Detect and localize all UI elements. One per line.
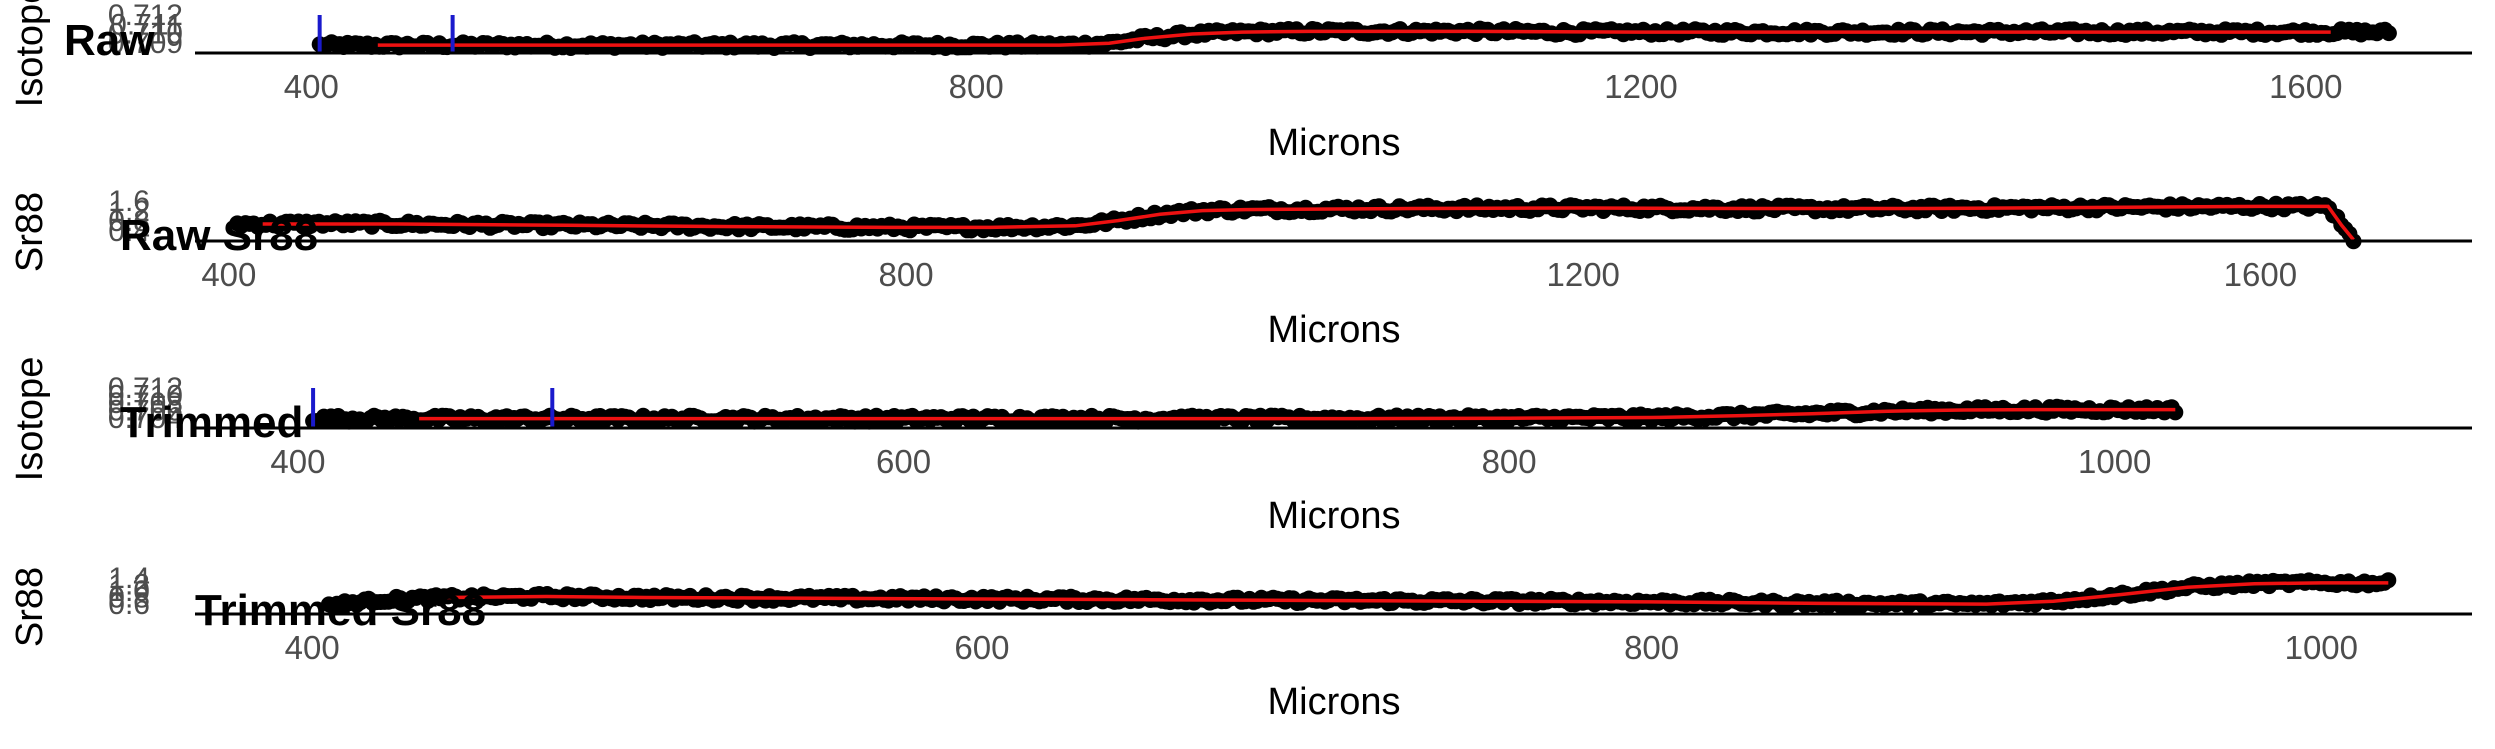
marker-lines-layer xyxy=(311,388,555,428)
panel-title: Raw Sr88 xyxy=(120,211,318,260)
panel-title: Trimmed xyxy=(120,398,303,447)
data-point xyxy=(2380,572,2397,589)
fit-line xyxy=(262,204,2355,241)
y-tick-label: 0.711 xyxy=(110,8,183,41)
fit-line xyxy=(419,407,2176,421)
y-tick-label: 0.708 xyxy=(108,387,183,420)
y-axis-label: Sr88 xyxy=(9,567,51,647)
y-tick-label: 0.6 xyxy=(108,588,150,621)
panel-trimmed-sr88: 400 600 800 1000 1.41.21.00.80.6 Trimmed Sr… xyxy=(9,562,2472,723)
fit-line-layer xyxy=(446,581,2389,606)
panel-title: Raw xyxy=(64,16,155,65)
x-tick-label: 800 xyxy=(949,68,1004,105)
y-tick-label: 0.8 xyxy=(108,582,150,615)
y-tick-label: 0.709 xyxy=(108,27,183,60)
x-tick-label: 400 xyxy=(201,256,256,293)
x-tick-label: 1600 xyxy=(2269,68,2342,105)
marker-lines-layer xyxy=(317,15,455,53)
x-axis-ticks: 400 600 800 1000 xyxy=(270,443,2151,480)
x-tick-label: 800 xyxy=(1624,629,1679,666)
x-axis-label: Microns xyxy=(1267,309,1400,351)
panel-raw-sr88: 400 800 1200 1600 1.61.20.80.4 Raw Sr88 Mic… xyxy=(9,185,2472,351)
panel-trimmed: 400 600 800 1000 0.7120.7100.7080.7060.704 … xyxy=(9,357,2472,537)
fit-line xyxy=(377,29,2331,47)
fit-line xyxy=(446,581,2389,606)
y-axis-label: Isotope xyxy=(9,357,51,482)
x-tick-label: 1000 xyxy=(2285,629,2358,666)
y-tick-label: 1.2 xyxy=(108,569,150,602)
x-tick-label: 400 xyxy=(270,443,325,480)
x-tick-label: 1600 xyxy=(2224,256,2297,293)
y-tick-label: 0.8 xyxy=(108,205,150,238)
y-tick-label: 0.4 xyxy=(108,215,150,248)
y-tick-label: 0.712 xyxy=(108,372,183,405)
x-tick-label: 400 xyxy=(285,629,340,666)
x-tick-label: 400 xyxy=(284,68,339,105)
x-axis-ticks: 400 800 1200 1600 xyxy=(201,256,2297,293)
fit-line-layer xyxy=(419,407,2176,421)
y-tick-label: 0.710 xyxy=(108,18,183,51)
y-tick-label: 1.6 xyxy=(108,185,150,218)
x-tick-label: 800 xyxy=(879,256,934,293)
x-tick-label: 1200 xyxy=(1604,68,1677,105)
data-point xyxy=(2167,404,2184,421)
x-tick-label: 600 xyxy=(954,629,1009,666)
x-axis-label: Microns xyxy=(1267,122,1400,164)
y-axis-ticks: 1.61.20.80.4 xyxy=(108,185,150,248)
y-tick-label: 0.710 xyxy=(108,380,183,413)
y-axis-label: Sr88 xyxy=(9,192,51,272)
data-point xyxy=(2380,25,2397,42)
y-tick-label: 0.706 xyxy=(108,395,183,428)
fit-line-layer xyxy=(377,29,2331,47)
panel-title: Trimmed Sr88 xyxy=(195,586,486,635)
x-axis-label: Microns xyxy=(1267,681,1400,723)
x-tick-label: 600 xyxy=(876,443,931,480)
y-tick-label: 0.712 xyxy=(108,0,183,32)
y-tick-label: 0.704 xyxy=(108,402,183,435)
fit-line-layer xyxy=(262,204,2355,241)
x-tick-label: 1000 xyxy=(2078,443,2151,480)
y-axis-label: Isotope xyxy=(9,0,51,107)
x-axis-label: Microns xyxy=(1267,495,1400,537)
x-axis-ticks: 400 600 800 1000 xyxy=(285,629,2358,666)
y-tick-label: 1.4 xyxy=(108,562,150,595)
x-tick-label: 1200 xyxy=(1546,256,1619,293)
y-axis-ticks: 1.41.21.00.80.6 xyxy=(108,562,150,621)
y-tick-label: 1.2 xyxy=(108,195,150,228)
x-axis-ticks: 400 800 1200 1600 xyxy=(284,68,2343,105)
y-tick-label: 1.0 xyxy=(108,575,150,608)
x-tick-label: 800 xyxy=(1482,443,1537,480)
